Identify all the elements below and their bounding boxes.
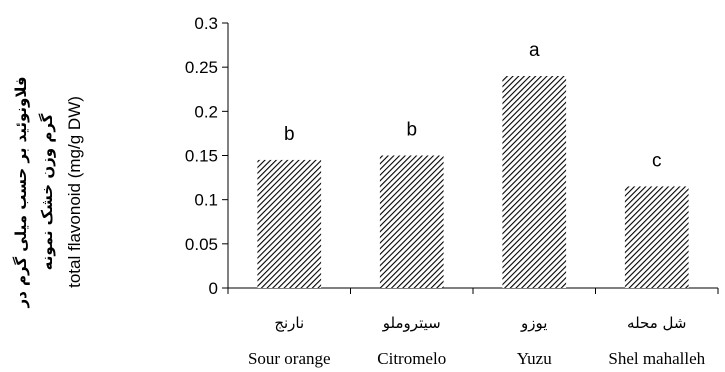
y-axis-label-fa-line1: فلاونوئید بر حسب میلی گرم در: [12, 76, 30, 308]
plot-area: 0 0.05 0.1 0.15 0.2 0.25 0.3 b نارنج Sour orange b…: [185, 14, 719, 368]
significance-letter: c: [652, 150, 662, 171]
y-axis-label-en: total flavonoid (mg/g DW): [65, 96, 84, 288]
x-tick-label-en: Citromelo: [377, 349, 446, 368]
bar-sour-orange: [257, 159, 322, 288]
significance-letter: b: [406, 120, 417, 141]
x-tick-label-en: Shel mahalleh: [608, 349, 705, 368]
bar-citromelo: [379, 155, 444, 288]
x-tick-label-en: Yuzu: [517, 349, 552, 368]
significance-letter: a: [529, 40, 540, 61]
y-tick-label: 0.1: [194, 191, 218, 210]
y-tick-label: 0.05: [185, 235, 218, 254]
x-tick-label-fa: شل محله: [627, 314, 686, 332]
x-tick-label-fa: نارنج: [274, 314, 304, 332]
x-tick-label-fa: سیتروملو: [382, 314, 441, 332]
bar-yuzu: [502, 76, 567, 288]
x-tick-label-en: Sour orange: [248, 349, 331, 368]
y-tick-label: 0.2: [194, 102, 218, 121]
significance-letter: b: [284, 124, 295, 145]
y-tick-label: 0: [209, 279, 218, 298]
bar-shel-mahalleh: [624, 186, 689, 288]
y-tick-label: 0.15: [185, 147, 218, 166]
x-tick-label-fa: یوزو: [520, 314, 547, 332]
y-tick-label: 0.25: [185, 58, 218, 77]
y-tick-label: 0.3: [194, 14, 218, 33]
y-axis-label-fa-line2: گرم وزن خشک نمونه: [38, 113, 56, 270]
